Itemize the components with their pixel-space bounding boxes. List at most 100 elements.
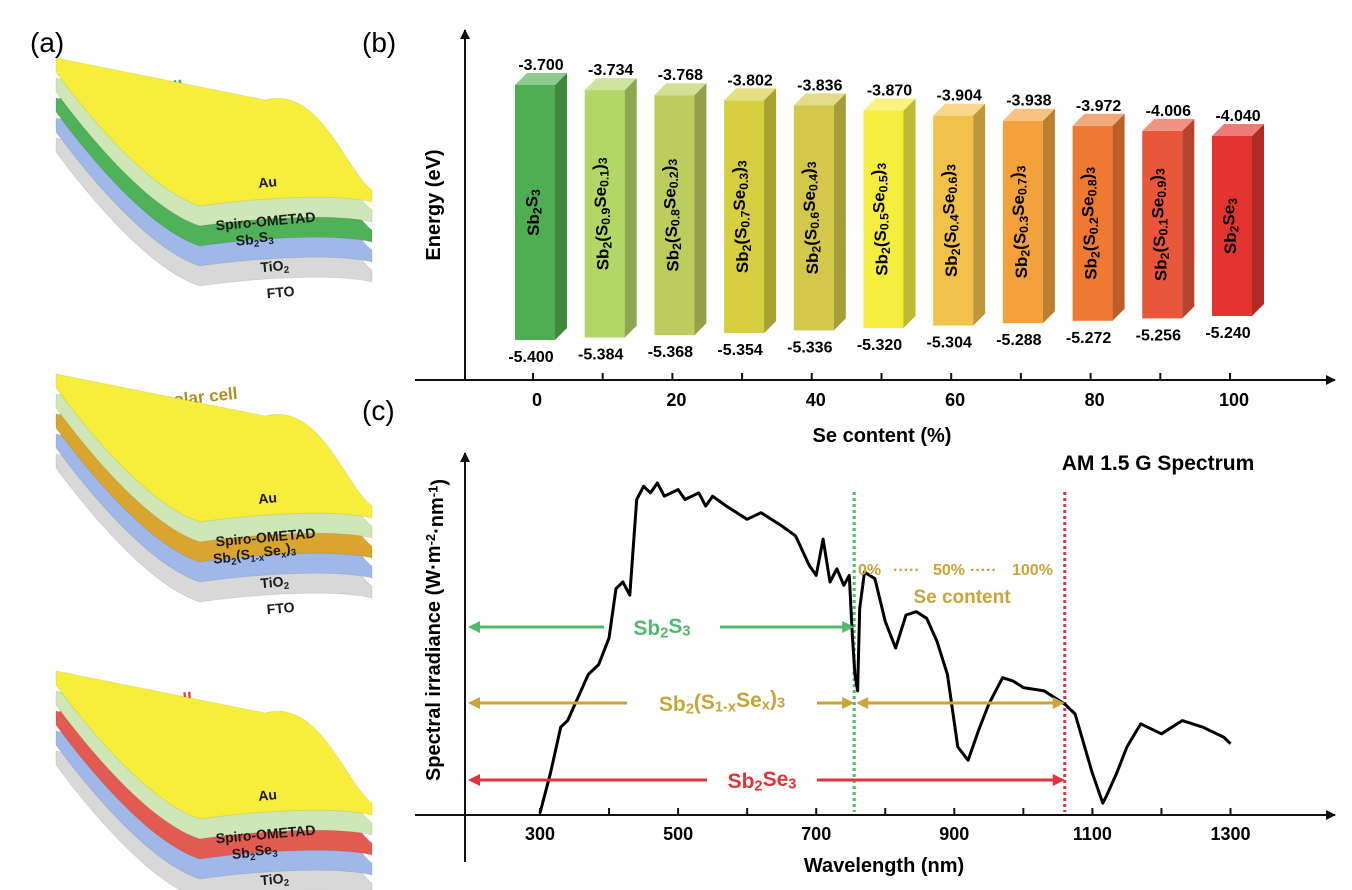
band-bar-front: [1142, 130, 1183, 319]
vbm-value-label: -5.288: [996, 332, 1041, 349]
c-annot-se-content: Se content: [913, 587, 1011, 608]
b-x-axis-label: Se content (%): [813, 425, 952, 447]
cbm-value-label: -3.972: [1076, 98, 1121, 115]
band-bar-front: [584, 90, 625, 338]
c-tick-label: 500: [663, 824, 693, 844]
band-bar-front: [793, 105, 834, 331]
c-arrow-head: [856, 697, 869, 709]
vbm-value-label: -5.384: [578, 347, 623, 364]
solar-cell-stack: Sb2S3 solar cellAuSpiro-OMETADSb2S3TiO2F…: [55, 57, 373, 301]
c-tick-label: 300: [525, 824, 555, 844]
band-bar-front: [1072, 125, 1113, 321]
c-range-arrow: Sb2Se3: [468, 768, 1065, 795]
bar-compound-label: Sb2Se3: [1220, 198, 1242, 254]
panel-label-c: (c): [362, 395, 395, 426]
panel-label-b: (b): [362, 27, 396, 58]
cell-layer-shape: [55, 670, 373, 820]
c-arrow-head: [1052, 774, 1065, 786]
c-annot-dots-2: ·····: [970, 562, 997, 579]
c-marker-lines: [852, 492, 1067, 812]
bar-compound-label: Sb2(S0.4Se0.6)3: [938, 164, 963, 277]
bar-compound-label: Sb2(S0.8Se0.2)3: [660, 159, 685, 272]
c-arrow-label: Sb2S3: [633, 615, 690, 642]
band-bar: -3.904 -5.304 Sb2(S0.4Se0.6)3: [927, 88, 986, 352]
vbm-value-label: -5.354: [717, 342, 762, 359]
band-bar: -3.768 -5.368 Sb2(S0.8Se0.2)3: [648, 67, 707, 361]
band-bar-top: [1142, 118, 1195, 131]
b-x-ticks: 0 20 40 60 80 100: [532, 373, 1249, 410]
band-bar-front: [1002, 120, 1043, 324]
c-y-axis-label: Spectral irradiance (W·m-2·nm-1): [423, 479, 451, 781]
c-range-arrow: Sb2S3: [468, 615, 855, 642]
band-bar: -3.836 -5.336 Sb2(S0.6Se0.4)3: [787, 77, 846, 356]
band-bar-side: [624, 78, 637, 338]
c-annot-100: 100%: [1012, 562, 1053, 579]
cell-layer-shape: [55, 373, 373, 523]
vbm-value-label: -5.304: [927, 335, 972, 352]
band-bar-front: [724, 100, 765, 334]
cell-layer-label: TiO2: [260, 257, 290, 278]
band-bar-front: [515, 85, 555, 340]
b-tick-label: 80: [1085, 390, 1105, 410]
cell-layer-label: FTO: [266, 283, 295, 301]
b-tick-label: 20: [666, 390, 686, 410]
c-tick-label: 700: [801, 824, 831, 844]
band-bar: -3.734 -5.384 Sb2(S0.9Se0.1)3: [578, 62, 637, 364]
cbm-value-label: -3.938: [1006, 93, 1051, 110]
b-tick-label: 60: [945, 390, 965, 410]
vbm-value-label: -5.272: [1066, 330, 1111, 347]
band-bar-side: [555, 73, 567, 340]
b-tick-label: 100: [1219, 390, 1249, 410]
band-bar: -3.870 -5.320 Sb2(S0.5Se0.5)3: [857, 83, 916, 354]
c-annot-50: 50%: [933, 562, 965, 579]
c-arrow-head: [468, 621, 480, 633]
solar-cell-stack: Sb2(S1-xSex)3 solar cellAuSpiro-OMETADSb…: [55, 373, 373, 617]
bar-compound-label: Sb2(S0.7Se0.3)3: [729, 160, 754, 273]
band-bar-side: [1182, 118, 1195, 319]
band-bar-front: [654, 95, 695, 336]
c-arrow-label: Sb2Se3: [728, 768, 797, 795]
cbm-value-label: -3.768: [658, 67, 703, 84]
vbm-value-label: -5.320: [857, 337, 902, 354]
solar-cell-stack: Sb2Se3 solar cellAuSpiro-OMETADSb2Se3TiO…: [55, 670, 373, 890]
c-tick-label: 900: [939, 824, 969, 844]
c-annot-dots-1: ·····: [893, 562, 920, 579]
band-bar-side: [1112, 113, 1125, 321]
band-bar-top: [654, 83, 707, 96]
band-bar-top: [933, 103, 986, 116]
c-arrow-head: [1052, 697, 1065, 709]
band-bar-front: [863, 110, 904, 328]
bar-compound-label: Sb2(S0.2Se0.8)3: [1078, 167, 1103, 280]
b-bars: -3.700 -5.400 Sb2S3 -3.734 -5.384 Sb2(S0.9Se0…: [508, 57, 1264, 366]
cell-layer-label: Sb2S3: [235, 228, 274, 251]
b-tick-label: 0: [532, 390, 542, 410]
vbm-value-label: -5.400: [508, 349, 553, 366]
panel-label-a: (a): [30, 27, 64, 58]
band-bar-top: [584, 78, 637, 91]
c-tick-label: 1300: [1210, 824, 1250, 844]
cell-layer-label: Au: [258, 173, 278, 191]
band-bar: -3.802 -5.354 Sb2(S0.7Se0.3)3: [717, 72, 777, 359]
c-spectrum-line: [538, 481, 1232, 814]
band-bar-side: [1042, 108, 1055, 324]
panel-a-solar-cells: Sb2S3 solar cellAuSpiro-OMETADSb2S3TiO2F…: [55, 57, 373, 890]
bar-compound-label: Sb2(S0.1Se0.9)3: [1148, 168, 1173, 281]
band-bar-side: [973, 103, 986, 326]
cbm-value-label: -3.802: [727, 72, 772, 89]
cbm-value-label: -4.040: [1215, 108, 1260, 125]
bar-compound-label: Sb2(S0.5Se0.5)3: [869, 163, 894, 276]
band-bar: -4.006 -5.256 Sb2(S0.1Se0.9)3: [1136, 103, 1195, 344]
c-arrow-head: [468, 774, 480, 786]
cbm-value-label: -3.836: [797, 77, 842, 94]
band-bar-top: [1002, 108, 1055, 121]
bar-compound-label: Sb2S3: [523, 189, 545, 236]
band-bar: -4.040 -5.240 Sb2Se3: [1205, 108, 1264, 342]
vbm-value-label: -5.256: [1136, 327, 1181, 344]
c-x-axis-label: Wavelength (nm): [804, 855, 964, 877]
band-bar-side: [833, 93, 846, 331]
c-annot-0: 0%: [858, 562, 881, 579]
vbm-value-label: -5.368: [648, 344, 693, 361]
cell-layer-label: TiO2: [260, 573, 290, 594]
band-bar-top: [793, 93, 846, 106]
